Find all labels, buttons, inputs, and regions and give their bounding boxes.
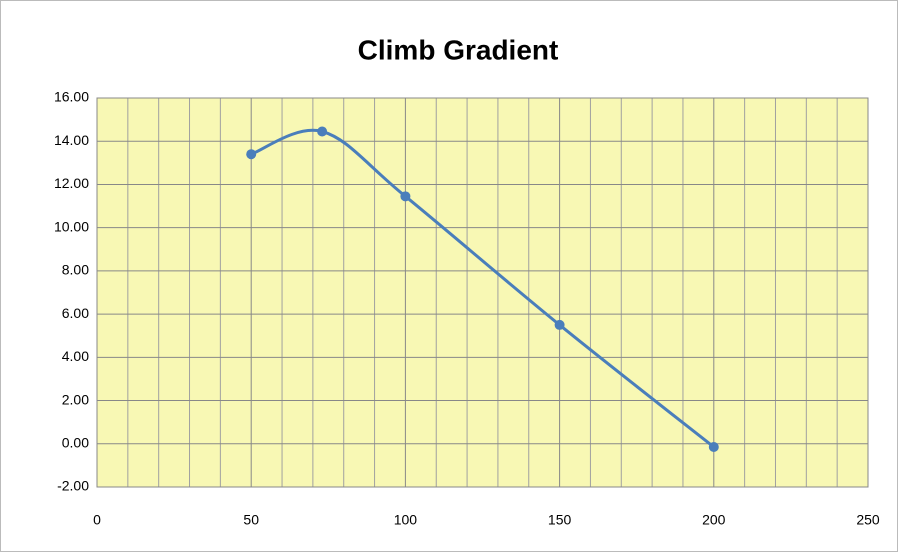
- x-tick-label: 250: [856, 512, 880, 528]
- data-point: [246, 149, 257, 160]
- data-point: [554, 319, 565, 330]
- y-tick-label: -2.00: [57, 478, 89, 494]
- y-tick-label: 14.00: [54, 132, 89, 148]
- x-tick-label: 150: [548, 512, 572, 528]
- y-tick-label: 8.00: [62, 262, 89, 278]
- data-point: [708, 442, 719, 453]
- y-tick-label: 0.00: [62, 434, 89, 450]
- y-tick-label: 12.00: [54, 175, 89, 191]
- x-tick-label: 50: [243, 512, 259, 528]
- y-tick-label: 16.00: [54, 89, 89, 105]
- x-tick-label: 100: [394, 512, 418, 528]
- y-tick-label: 4.00: [62, 348, 89, 364]
- data-line: [250, 128, 715, 449]
- y-tick-label: 10.00: [54, 218, 89, 234]
- data-point: [400, 191, 411, 202]
- x-tick-label: 0: [93, 512, 101, 528]
- data-point: [317, 126, 328, 137]
- x-tick-label: 200: [702, 512, 726, 528]
- chart-title: Climb Gradient: [358, 34, 559, 65]
- y-tick-label: 2.00: [62, 391, 89, 407]
- y-tick-label: 6.00: [62, 305, 89, 321]
- plot-area: [96, 97, 869, 488]
